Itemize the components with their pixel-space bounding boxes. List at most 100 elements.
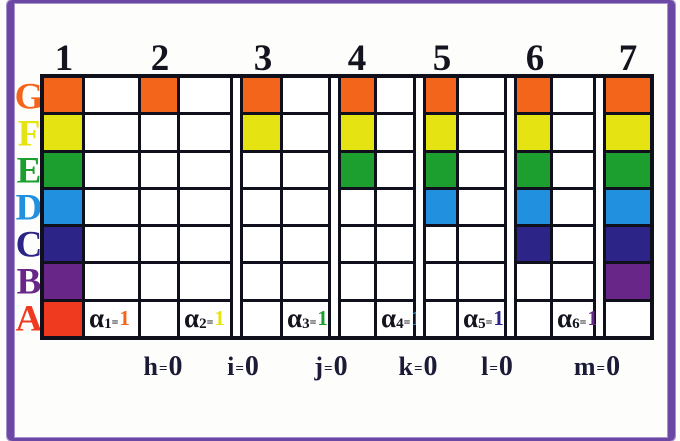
column-number: 3 (253, 38, 273, 79)
grid-cell (553, 152, 596, 190)
group-3-colored-column (243, 78, 283, 336)
counter-value: 0 (423, 351, 438, 382)
grid-cell (44, 264, 85, 302)
alpha-symbol: α (184, 303, 200, 334)
grid-cell (553, 264, 596, 302)
grid-cell (341, 264, 377, 302)
row-label: C (15, 224, 43, 266)
counter-value: 0 (498, 351, 513, 382)
grid-cell (44, 301, 85, 336)
counter-name: m (573, 352, 596, 381)
group-separator-strip (416, 78, 426, 336)
group-4-white-column: α4=1 (377, 78, 422, 336)
grid-cell (517, 227, 553, 265)
column-number: 4 (347, 38, 367, 79)
grid-cell (426, 78, 459, 116)
column-number: 6 (525, 38, 545, 79)
grid-cell (377, 264, 416, 302)
counter-name: k (398, 352, 413, 381)
grid-cell (44, 152, 85, 190)
grid-cell (44, 115, 85, 153)
grid-cell (283, 227, 331, 265)
alpha-symbol: α (287, 303, 303, 334)
group-1-colored-column (44, 78, 85, 336)
counter-value: 0 (244, 351, 259, 382)
grid-cell (459, 78, 507, 116)
grid-cell (283, 189, 331, 228)
grid-cell (180, 264, 233, 302)
counter-value: 0 (606, 351, 621, 382)
group-separator-strip (233, 78, 243, 336)
alpha-equals-sign: = (309, 314, 317, 329)
group-2-white-column: α 2 = 1 (180, 78, 233, 336)
counter-name: l (481, 352, 489, 381)
alpha-value: 1 (587, 306, 598, 331)
bottom-counter-label: k = 0 (398, 353, 437, 381)
grid-cell (426, 152, 459, 190)
grid-cell (606, 189, 650, 228)
alpha-label-cell: α 5 = 1 (459, 301, 507, 336)
grid-cell (341, 152, 377, 190)
bottom-counter-label: m = 0 (574, 353, 620, 381)
bottom-counter-label: l = 0 (481, 353, 513, 381)
alpha-value: 1 (119, 306, 130, 331)
row-label: B (16, 261, 42, 303)
grid-cell (459, 152, 507, 190)
group-6-white-column: α 6 = 1 (553, 78, 598, 336)
grid-cell (426, 189, 459, 228)
counter-equals-sign: = (324, 360, 333, 377)
grid-cell (243, 227, 283, 265)
grid-cell (606, 227, 650, 265)
grid-cell (553, 78, 596, 116)
grid-cell (44, 189, 85, 228)
alpha-symbol: α (463, 303, 479, 334)
grid-cell (377, 152, 416, 190)
grid-cell (606, 264, 650, 302)
grid-cell (606, 78, 650, 116)
column-number: 5 (432, 38, 452, 79)
grid-cell (377, 115, 416, 153)
alpha-symbol: α (557, 303, 573, 334)
grid-cell (85, 78, 141, 116)
grid-cell (341, 301, 377, 336)
alpha-label-cell: α4=1 (377, 301, 422, 336)
grid-cell (243, 78, 283, 116)
grid-cell (141, 115, 180, 153)
counter-value: 0 (168, 351, 183, 382)
grid-cell (377, 227, 416, 265)
grid-cell (341, 189, 377, 228)
grid-cell (517, 152, 553, 190)
alpha-value: 1 (493, 306, 504, 331)
counter-equals-sign: = (413, 360, 423, 377)
grid-cell (553, 189, 596, 228)
counter-name: h (143, 352, 158, 381)
group-1-white-column: α 1 = 1 (85, 78, 141, 336)
grid-cell (426, 301, 459, 336)
grid-cell (243, 301, 283, 336)
grid-cell (426, 227, 459, 265)
grid-cell (341, 115, 377, 153)
counter-equals-sign: = (158, 360, 168, 377)
counter-equals-sign: = (235, 360, 244, 377)
group-separator-strip (331, 78, 341, 336)
grid-cell (243, 115, 283, 153)
grid-cell (141, 78, 180, 116)
grid-cell (426, 264, 459, 302)
grid-cell (459, 115, 507, 153)
grid-cell (377, 78, 416, 116)
grid-cell (377, 189, 416, 228)
alpha-subscript: 5 (478, 315, 486, 332)
grid-cell (141, 152, 180, 190)
grid-cell (283, 115, 331, 153)
grid-cell (517, 115, 553, 153)
grid-cell (44, 227, 85, 265)
alpha-label-cell: α 6 = 1 (553, 301, 598, 336)
grid-cell (141, 301, 180, 336)
counter-value: 0 (333, 351, 348, 382)
grid-cell (44, 78, 85, 116)
alpha-value: 1 (317, 306, 328, 331)
grid-cell (283, 152, 331, 190)
grid-cell (141, 227, 180, 265)
grid-cell (459, 264, 507, 302)
